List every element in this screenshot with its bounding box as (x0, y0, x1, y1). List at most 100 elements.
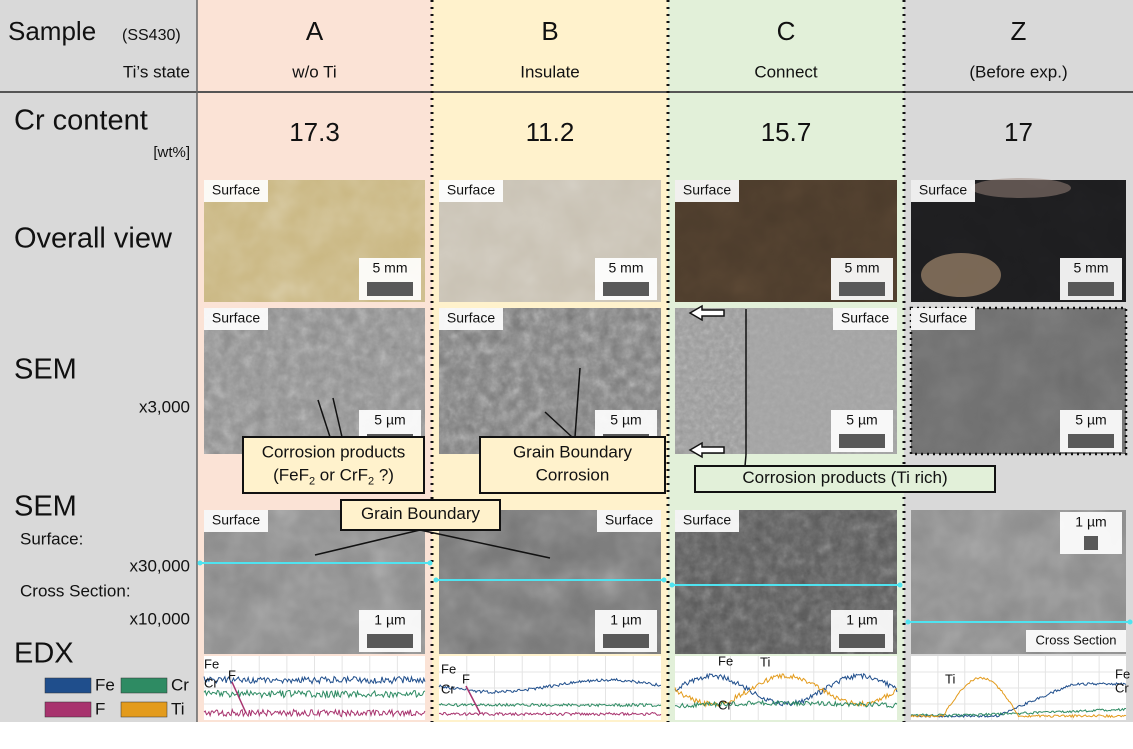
scale-bar (1068, 434, 1114, 448)
scale-bar (603, 634, 649, 648)
scale-label: 5 mm (609, 260, 644, 276)
callout-text: Grain Boundary (513, 443, 633, 462)
callout-segment: Corrosion products (262, 443, 406, 462)
reflection (971, 178, 1071, 198)
scale-label: 5 µm (610, 412, 641, 428)
row-unit: Surface: (20, 529, 83, 548)
sample-id: B (541, 16, 558, 46)
scale-label: 5 µm (374, 412, 405, 428)
image-tag: Surface (605, 512, 653, 528)
row-label: Overall view (14, 223, 173, 255)
cr-content: 17.3 (289, 117, 340, 147)
edx-label: Cr (441, 681, 455, 696)
ti-state: Insulate (520, 62, 580, 81)
row-label: EDX (14, 638, 74, 670)
ti-state: (Before exp.) (969, 62, 1067, 81)
edx-label: Fe (441, 661, 456, 676)
scan-end (670, 583, 675, 588)
scale-bar (367, 282, 413, 296)
row-unit: x10,000 (130, 609, 191, 628)
callout-segment: (FeF (273, 466, 309, 485)
scale-bar (839, 634, 885, 648)
scan-end (898, 583, 903, 588)
callout-text: Grain Boundary (361, 504, 481, 523)
ti-state: w/o Ti (291, 62, 336, 81)
leader (745, 455, 746, 466)
sample-id: Z (1011, 16, 1027, 46)
row-unit: [wt%] (153, 144, 190, 161)
row-label: Cr content (14, 105, 148, 137)
edx-label: Fe (718, 653, 733, 668)
callout-text: Corrosion products (Ti rich) (742, 468, 947, 487)
scan-end (1128, 620, 1133, 625)
scan-end (434, 578, 439, 583)
sample-id: C (777, 16, 796, 46)
legend-swatch (121, 678, 167, 693)
scale-bar (839, 282, 885, 296)
scale-bar (1068, 282, 1114, 296)
callout-segment: ?) (374, 466, 394, 485)
edx-label: Fe (1115, 666, 1130, 681)
legend-label: Cr (171, 675, 189, 694)
image-tag: Surface (447, 310, 495, 326)
edx-label: F (228, 667, 236, 682)
scale-bar (839, 434, 885, 448)
image-tag: Cross Section (1036, 632, 1117, 647)
edx-label: Ti (760, 654, 770, 669)
image-tag: Surface (683, 182, 731, 198)
image-tag: Surface (919, 310, 967, 326)
image-tag: Surface (212, 182, 260, 198)
edx-label: Cr (718, 697, 732, 712)
scan-end (662, 578, 667, 583)
scale-bar (603, 282, 649, 296)
callout-segment: Corrosion products (Ti rich) (742, 468, 947, 487)
image-tag: Surface (841, 310, 889, 326)
callout-text: (FeF2 or CrF2 ?) (273, 466, 394, 487)
scale-label: 5 mm (373, 260, 408, 276)
edx-label: Fe (204, 656, 219, 671)
legend-label: Fe (95, 675, 115, 694)
scale-label: 1 µm (846, 612, 877, 628)
figure: Sample (SS430) Ti’s state Cr content [wt%] Ov… (0, 0, 1133, 749)
scale-label: 1 µm (374, 612, 405, 628)
cr-content: 17 (1004, 117, 1033, 147)
edx-label: Cr (1115, 680, 1129, 695)
scale-label: 5 µm (846, 412, 877, 428)
callout-segment: Corrosion (536, 466, 610, 485)
row-label: SEM (14, 354, 77, 386)
scale-label: 5 µm (1075, 412, 1106, 428)
legend-swatch (121, 702, 167, 717)
legend-swatch (45, 702, 91, 717)
image-tag: Surface (212, 512, 260, 528)
edx-label: Ti (945, 671, 955, 686)
row-label: SEM (14, 491, 77, 523)
scan-end (198, 561, 203, 566)
header-note: (SS430) (122, 27, 181, 44)
header-label: Sample (8, 16, 96, 46)
scale-label: 1 µm (610, 612, 641, 628)
header-label: Ti’s state (123, 62, 190, 81)
ti-state: Connect (754, 62, 818, 81)
scan-end (428, 561, 433, 566)
callout-segment: Grain Boundary (361, 504, 481, 523)
scale-label: 5 mm (1074, 260, 1109, 276)
callout-segment: or CrF (315, 466, 368, 485)
scale-label: 5 mm (845, 260, 880, 276)
callout-text: Corrosion products (262, 443, 406, 462)
row-unit: x30,000 (130, 556, 191, 575)
scan-end (906, 620, 911, 625)
legend-label: F (95, 699, 105, 718)
scale-label: 1 µm (1075, 514, 1106, 530)
scale-bar (1084, 536, 1098, 550)
sample-id: A (306, 16, 324, 46)
callout-segment: Grain Boundary (513, 443, 633, 462)
scale-bar (367, 634, 413, 648)
row-unit: x3,000 (139, 397, 190, 416)
legend-label: Ti (171, 699, 185, 718)
image-tag: Surface (212, 310, 260, 326)
reflection (921, 253, 1001, 297)
image-tag: Surface (447, 182, 495, 198)
cr-content: 11.2 (526, 117, 575, 147)
edx-label: F (462, 671, 470, 686)
image-tag: Surface (919, 182, 967, 198)
